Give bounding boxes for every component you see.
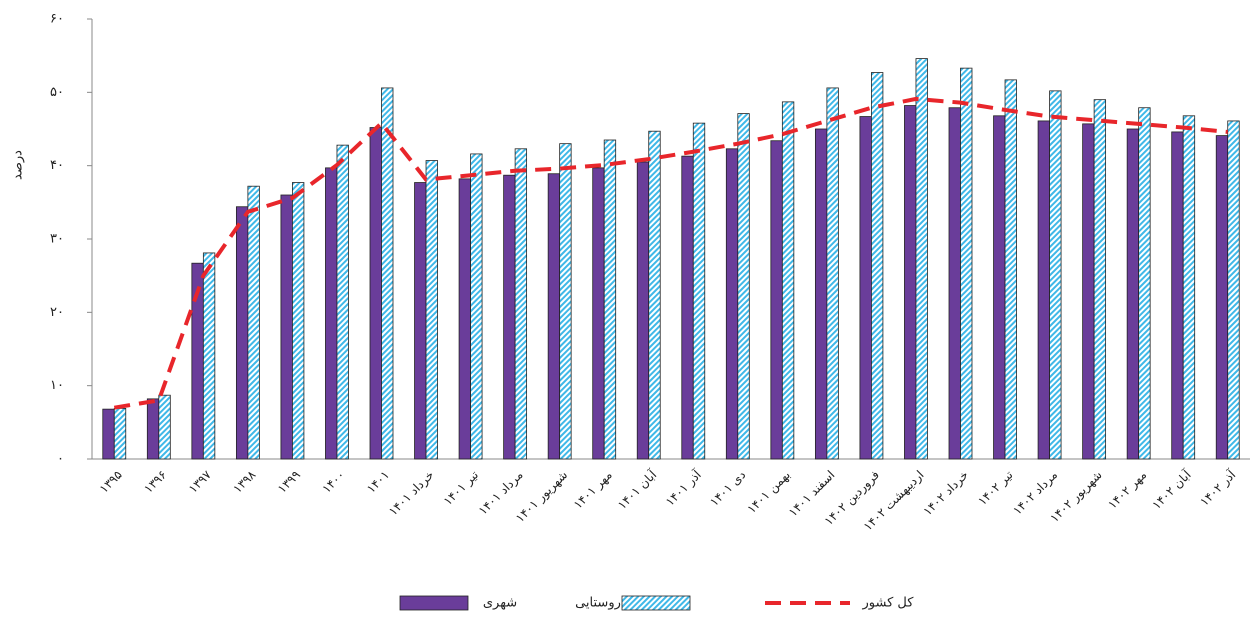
x-tick-label: ۱۳۹۶ bbox=[141, 468, 169, 496]
y-tick-label: ۰ bbox=[57, 452, 64, 467]
bar bbox=[102, 408, 115, 460]
bar bbox=[948, 107, 961, 460]
bar bbox=[146, 398, 160, 460]
y-tick-label: ۶۰ bbox=[50, 12, 64, 27]
bar bbox=[814, 128, 828, 460]
bar bbox=[113, 407, 127, 460]
x-tick-label: ۱۳۹۸ bbox=[230, 467, 259, 496]
x-tick-label: آذر ۱۴۰۱ bbox=[662, 467, 705, 510]
x-tick-label: آبان ۱۴۰۱ bbox=[614, 467, 660, 513]
bar bbox=[235, 206, 249, 460]
bar bbox=[904, 105, 917, 460]
bar bbox=[1215, 135, 1229, 460]
bar bbox=[280, 194, 293, 460]
bar bbox=[1227, 120, 1240, 460]
bar bbox=[1171, 131, 1184, 460]
bar bbox=[592, 167, 605, 460]
bar bbox=[1004, 79, 1017, 460]
bar bbox=[871, 72, 884, 460]
bar bbox=[826, 87, 839, 460]
legend-swatch bbox=[399, 595, 469, 611]
x-tick-label: ۱۴۰۱ bbox=[364, 468, 392, 496]
legend-swatch bbox=[621, 595, 691, 611]
bar bbox=[559, 143, 572, 460]
bar bbox=[458, 178, 471, 460]
x-tick-label: آذر ۱۴۰۲ bbox=[1197, 467, 1240, 510]
bar bbox=[470, 153, 483, 460]
y-tick-label: ۲۰ bbox=[50, 305, 64, 320]
bar bbox=[737, 113, 750, 460]
x-tick-label: آبان ۱۴۰۲ bbox=[1149, 467, 1195, 513]
x-tick-label: خرداد ۱۴۰۲ bbox=[920, 468, 971, 519]
legend-label: کل کشور bbox=[862, 596, 915, 611]
x-tick-label: دی ۱۴۰۱ bbox=[707, 468, 748, 509]
bar bbox=[514, 148, 528, 460]
bar bbox=[859, 116, 872, 460]
bar bbox=[1082, 123, 1095, 460]
bar bbox=[336, 144, 349, 460]
bar bbox=[425, 160, 438, 460]
x-tick-label: مهر ۱۴۰۱ bbox=[571, 468, 616, 513]
bar bbox=[547, 173, 561, 460]
bar bbox=[247, 185, 260, 460]
x-tick-label: خرداد ۱۴۰۱ bbox=[386, 468, 437, 519]
bar bbox=[414, 182, 427, 460]
bar bbox=[993, 115, 1006, 460]
bar bbox=[1182, 115, 1196, 460]
bar bbox=[692, 122, 706, 460]
legend-label: شهری bbox=[483, 596, 517, 611]
bar bbox=[369, 127, 382, 460]
bar bbox=[636, 161, 650, 460]
x-tick-label: ۱۳۹۵ bbox=[97, 468, 125, 496]
bar bbox=[648, 130, 661, 460]
x-tick-label: تیر ۱۴۰۲ bbox=[975, 468, 1016, 509]
y-tick-label: ۳۰ bbox=[50, 232, 64, 247]
bar bbox=[1126, 128, 1140, 460]
bar bbox=[603, 139, 617, 460]
y-tick-label: ۴۰ bbox=[50, 158, 64, 173]
x-tick-label: تیر ۱۴۰۱ bbox=[441, 468, 482, 509]
x-tick-label: ۱۳۹۷ bbox=[186, 467, 215, 496]
bar bbox=[202, 252, 216, 460]
bar bbox=[781, 101, 795, 460]
x-tick-label: ۱۳۹۹ bbox=[275, 468, 303, 496]
bar bbox=[325, 167, 338, 460]
bar bbox=[503, 174, 516, 460]
bar bbox=[681, 155, 694, 460]
bar bbox=[1049, 90, 1062, 460]
bar bbox=[1037, 120, 1050, 460]
bar bbox=[292, 182, 305, 460]
bar bbox=[725, 148, 739, 460]
y-tick-label: ۵۰ bbox=[50, 85, 64, 100]
y-tick-label: ۱۰ bbox=[50, 378, 64, 393]
y-axis-label: درصد bbox=[11, 150, 26, 180]
bar bbox=[915, 58, 928, 460]
bar bbox=[1093, 99, 1107, 460]
bar bbox=[158, 394, 171, 460]
line bbox=[113, 96, 1228, 410]
x-tick-label: ۱۴۰۰ bbox=[319, 468, 347, 496]
bar bbox=[381, 87, 394, 460]
bar bbox=[1138, 107, 1151, 460]
legend-label: روستایی bbox=[575, 596, 621, 611]
bar bbox=[770, 140, 783, 460]
bar bbox=[960, 67, 973, 460]
x-tick-label: مهر ۱۴۰۲ bbox=[1105, 468, 1150, 513]
